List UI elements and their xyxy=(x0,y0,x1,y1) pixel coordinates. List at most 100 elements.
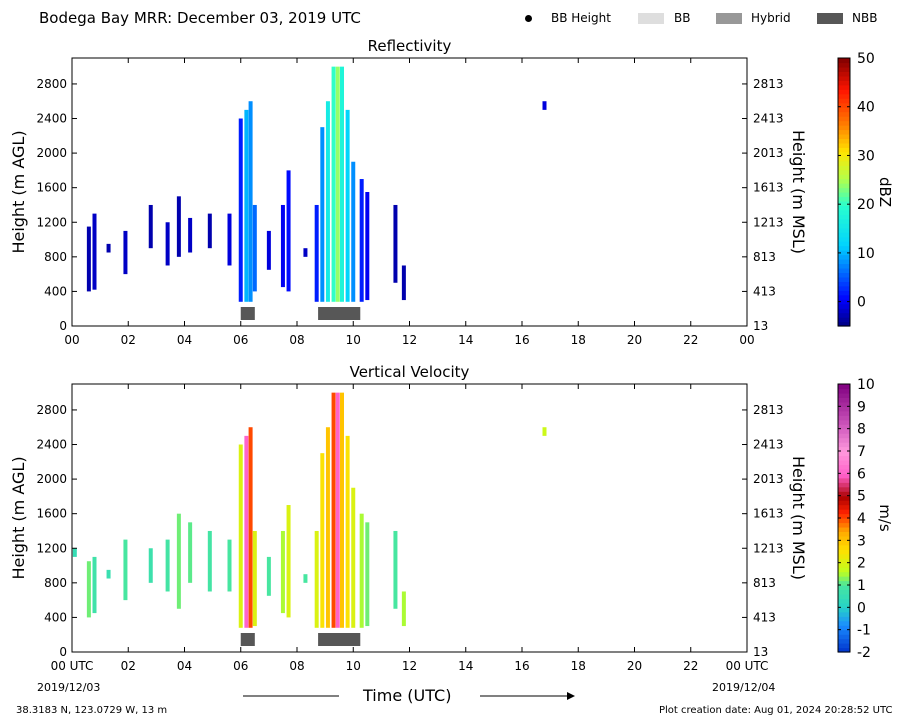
data-column xyxy=(320,127,325,302)
data-column xyxy=(325,101,330,302)
data-column xyxy=(248,101,253,302)
colorbar-segment xyxy=(838,477,850,483)
y-tick-label-right: 2813 xyxy=(753,77,784,91)
colorbar-segment xyxy=(838,598,850,604)
end-date: 2019/12/04 xyxy=(712,681,776,694)
data-column xyxy=(393,530,398,609)
data-column xyxy=(351,487,356,628)
data-column xyxy=(266,556,271,596)
colorbar-segment xyxy=(838,486,850,492)
colorbar-segment xyxy=(838,218,850,224)
colorbar-segment xyxy=(838,437,850,443)
colorbar-segment xyxy=(838,424,850,430)
data-column xyxy=(340,66,344,302)
colorbar-segment xyxy=(838,607,850,613)
station-location: 38.3183 N, 123.0729 W, 13 m xyxy=(16,705,168,716)
colorbar-segment xyxy=(838,187,850,193)
legend-hybrid-swatch xyxy=(716,13,742,24)
colorbar-segment xyxy=(838,299,850,305)
colorbar-segment xyxy=(838,272,850,278)
x-tick-label: 14 xyxy=(458,659,473,673)
data-column xyxy=(401,265,406,301)
y-axis-label-right: Height (m MSL) xyxy=(789,130,808,254)
y-tick-label: 1200 xyxy=(36,541,67,555)
colorbar-segment xyxy=(838,616,850,622)
x-tick-label: 16 xyxy=(514,333,529,347)
colorbar-segment xyxy=(838,451,850,457)
colorbar-segment xyxy=(838,290,850,296)
data-column xyxy=(106,569,111,579)
data-column xyxy=(331,392,336,628)
x-tick-label: 14 xyxy=(458,333,473,347)
y-tick-label-right: 1613 xyxy=(753,181,784,195)
colorbar-segment xyxy=(838,236,850,242)
data-column xyxy=(148,548,153,583)
data-column xyxy=(227,539,232,592)
data-column xyxy=(165,222,170,266)
plot-frame xyxy=(71,383,748,653)
colorbar-segment xyxy=(838,245,850,251)
data-column xyxy=(335,66,340,302)
colorbar-tick-label: 0 xyxy=(857,295,866,311)
colorbar-segment xyxy=(838,446,850,452)
data-column xyxy=(335,392,340,628)
colorbar-segment xyxy=(838,183,850,189)
y-tick-label-right: 2413 xyxy=(753,112,784,126)
colorbar-segment xyxy=(838,406,850,412)
colorbar-tick-label: 6 xyxy=(857,466,866,482)
colorbar-segment xyxy=(838,192,850,198)
x-tick-label: 02 xyxy=(121,659,136,673)
colorbar-segment xyxy=(838,102,850,108)
colorbar-segment xyxy=(838,303,850,309)
x-tick-label: 04 xyxy=(177,333,192,347)
x-tick-label: 20 xyxy=(627,659,642,673)
x-tick-label: 00 xyxy=(739,333,754,347)
colorbar-segment xyxy=(838,518,850,524)
colorbar-segment xyxy=(838,433,850,439)
data-column xyxy=(207,213,212,249)
colorbar-segment xyxy=(838,384,850,390)
y-tick-label-right: 413 xyxy=(753,610,776,624)
x-tick-label: 00 UTC xyxy=(726,659,769,673)
colorbar-segment xyxy=(838,75,850,81)
colorbar-tick-label: 2 xyxy=(857,556,866,572)
colorbar-segment xyxy=(838,602,850,608)
data-column xyxy=(359,513,364,628)
data-column xyxy=(86,226,91,292)
colorbar-label: m/s xyxy=(876,504,894,532)
colorbar-tick-label: 4 xyxy=(857,511,866,527)
colorbar-segment xyxy=(838,593,850,599)
colorbar-segment xyxy=(838,634,850,640)
colorbar-segment xyxy=(838,410,850,416)
x-tick-label: 02 xyxy=(121,333,136,347)
colorbar-segment xyxy=(838,93,850,99)
colorbar-segment xyxy=(838,116,850,122)
data-column xyxy=(393,204,398,283)
data-column xyxy=(244,109,249,302)
data-column xyxy=(542,101,547,110)
colorbar-segment xyxy=(838,509,850,515)
x-tick-label: 18 xyxy=(571,333,586,347)
data-column xyxy=(542,427,547,436)
colorbar-segment xyxy=(838,415,850,421)
x-tick-label: 20 xyxy=(627,333,642,347)
y-tick-label: 400 xyxy=(44,284,67,298)
data-column xyxy=(123,539,128,601)
colorbar-segment xyxy=(838,571,850,577)
colorbar-tick-label: -2 xyxy=(857,645,871,661)
x-tick-label: 04 xyxy=(177,659,192,673)
colorbar-segment xyxy=(838,589,850,595)
colorbar-segment xyxy=(838,535,850,541)
colorbar-segment xyxy=(838,276,850,282)
colorbar-segment xyxy=(838,321,850,327)
data-column xyxy=(252,530,257,627)
colorbar-segment xyxy=(838,495,850,501)
bb-type-bar xyxy=(240,633,255,646)
colorbar-segment xyxy=(838,142,850,148)
x-tick-label: 06 xyxy=(233,333,248,347)
data-column xyxy=(72,548,77,557)
data-column xyxy=(325,427,330,628)
data-column xyxy=(345,435,350,628)
